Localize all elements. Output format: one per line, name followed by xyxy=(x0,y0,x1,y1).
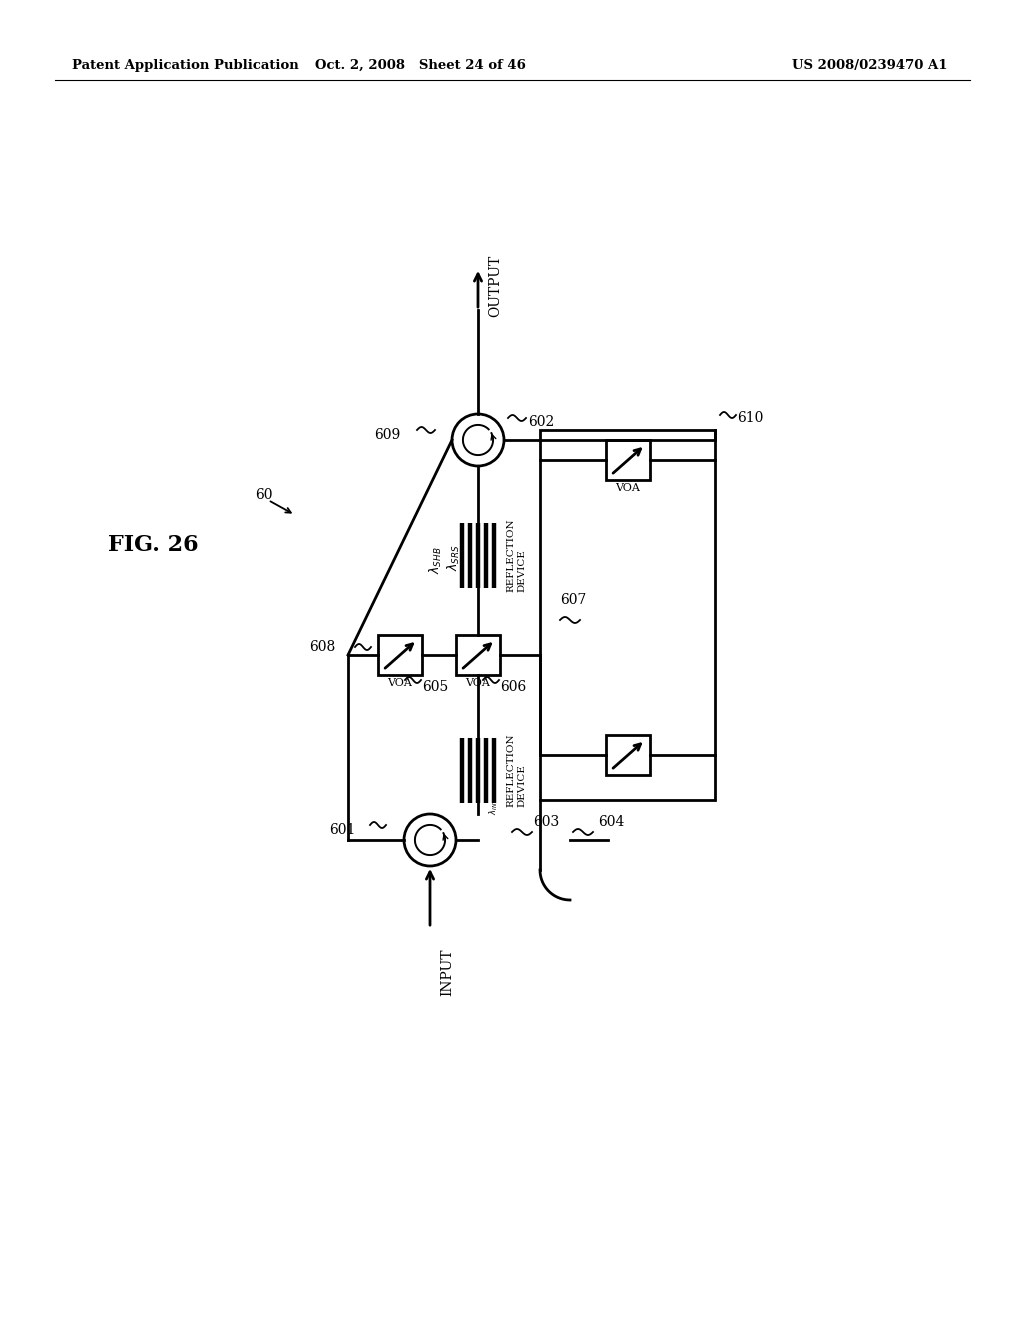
Text: VOA: VOA xyxy=(387,678,413,688)
Text: VOA: VOA xyxy=(615,483,640,492)
Text: 602: 602 xyxy=(528,414,554,429)
Text: 607: 607 xyxy=(560,593,587,607)
Bar xyxy=(378,635,422,675)
Text: Patent Application Publication: Patent Application Publication xyxy=(72,58,299,71)
Text: 604: 604 xyxy=(598,814,625,829)
Text: $\lambda_{INTERMEDIATE}$: $\lambda_{INTERMEDIATE}$ xyxy=(488,764,501,814)
Bar xyxy=(606,440,650,480)
Text: OUTPUT: OUTPUT xyxy=(488,255,502,317)
Text: INPUT: INPUT xyxy=(440,948,454,995)
Bar xyxy=(456,635,500,675)
Text: REFLECTION
DEVICE: REFLECTION DEVICE xyxy=(506,733,526,807)
Text: US 2008/0239470 A1: US 2008/0239470 A1 xyxy=(793,58,948,71)
Text: 606: 606 xyxy=(500,680,526,694)
Bar xyxy=(540,430,715,800)
Text: 609: 609 xyxy=(374,428,400,442)
Text: $\lambda_{SRS}$: $\lambda_{SRS}$ xyxy=(445,545,462,572)
Text: 605: 605 xyxy=(422,680,449,694)
Text: $\lambda_{SHB}$: $\lambda_{SHB}$ xyxy=(428,546,444,574)
Text: 608: 608 xyxy=(309,640,335,653)
Text: REFLECTION
DEVICE: REFLECTION DEVICE xyxy=(506,519,526,591)
Text: 60: 60 xyxy=(255,488,272,502)
Text: Oct. 2, 2008   Sheet 24 of 46: Oct. 2, 2008 Sheet 24 of 46 xyxy=(314,58,525,71)
Text: VOA: VOA xyxy=(466,678,490,688)
Text: FIG. 26: FIG. 26 xyxy=(108,535,199,556)
Bar xyxy=(606,735,650,775)
Text: 603: 603 xyxy=(534,814,559,829)
Text: 610: 610 xyxy=(737,411,763,425)
Text: 601: 601 xyxy=(329,822,355,837)
